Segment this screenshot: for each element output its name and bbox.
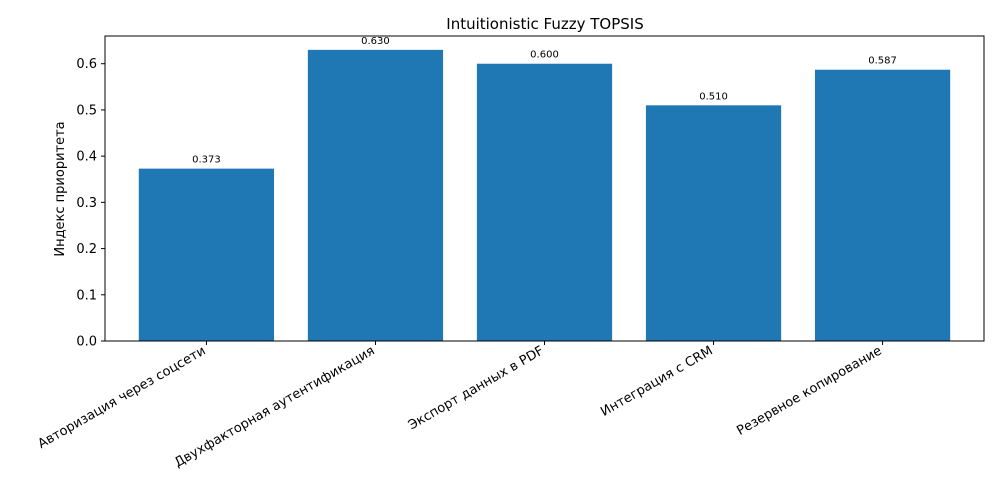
x-tick-label: Интеграция с CRM: [598, 343, 715, 419]
plot-frame: [104, 35, 985, 342]
bar: [645, 105, 782, 342]
bar: [307, 49, 444, 341]
bar-value-label: 0.600: [530, 50, 559, 61]
y-tick-label: 0.5: [76, 103, 97, 118]
x-tick-label: Авторизация через соцсети: [35, 343, 208, 451]
y-axis: 0.0 0.1 0.2 0.3 0.4 0.5 0.6: [76, 57, 105, 350]
chart-title: Intuitionistic Fuzzy TOPSIS: [446, 15, 643, 33]
y-tick-label: 0.3: [76, 196, 97, 211]
bar-value-label: 0.510: [699, 91, 728, 102]
x-tick-label: Экспорт данных в PDF: [406, 343, 547, 433]
bars-layer: [138, 49, 951, 342]
bar-value-label: 0.630: [361, 36, 390, 47]
bar-value-label: 0.373: [192, 155, 221, 166]
y-tick-label: 0.1: [76, 288, 97, 303]
bar-value-label: 0.587: [868, 56, 897, 67]
y-axis-title: Индекс приоритета: [53, 121, 68, 256]
value-labels-layer: 0.373 0.630 0.600 0.510 0.587: [192, 36, 897, 166]
y-tick-label: 0.2: [76, 242, 97, 257]
y-tick-label: 0.6: [76, 57, 97, 72]
y-tick-label: 0.4: [76, 150, 97, 165]
x-tick-label: Двухфакторная аутентификация: [172, 343, 377, 470]
x-tick-label: Резервное копирование: [734, 343, 884, 438]
bar: [138, 168, 275, 341]
bar: [814, 69, 951, 341]
bar: [476, 63, 613, 342]
y-tick-label: 0.0: [76, 335, 97, 350]
